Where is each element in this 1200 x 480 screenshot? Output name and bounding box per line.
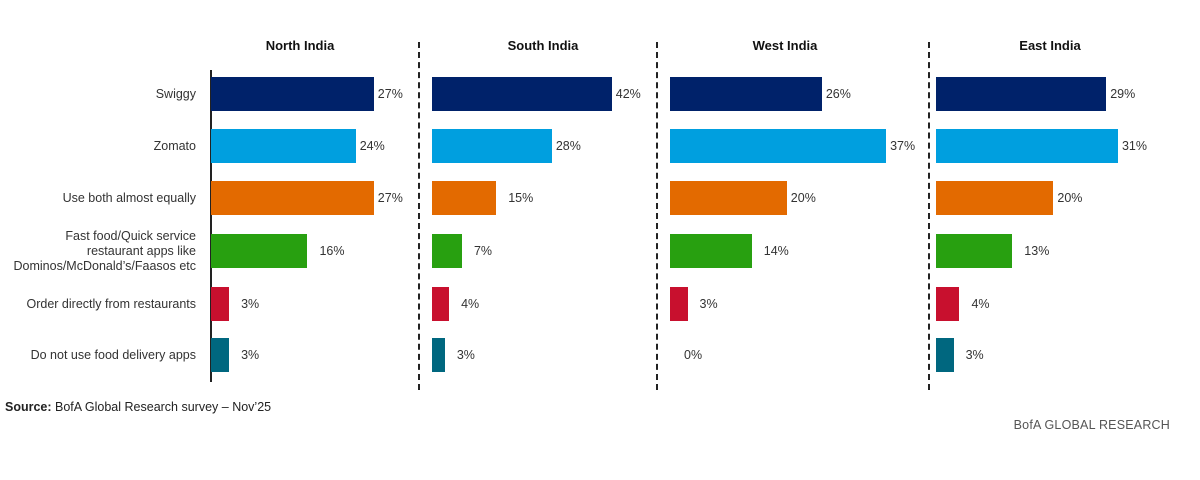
bar-north-india (211, 181, 374, 215)
value-label: 13% (1024, 244, 1050, 258)
bar-north-india (211, 77, 374, 111)
bar-north-india (211, 338, 230, 372)
category-label-line: Swiggy (155, 86, 196, 101)
bar-north-india (211, 234, 308, 268)
panel-title: East India (1019, 38, 1081, 53)
bar-east-india (936, 77, 1107, 111)
bar-south-india (432, 181, 497, 215)
value-label: 31% (1121, 139, 1147, 153)
category-label-line: Do not use food delivery apps (30, 347, 196, 362)
brand-watermark: BofA GLOBAL RESEARCH (1013, 418, 1170, 432)
bar-north-india (211, 129, 356, 163)
bar-south-india (432, 129, 552, 163)
category-label: Zomato (154, 139, 196, 154)
bar-south-india (432, 234, 462, 268)
value-label: 27% (377, 87, 403, 101)
value-label: 0% (684, 348, 703, 362)
panel-divider (928, 42, 930, 390)
panel-title: South India (507, 38, 579, 53)
value-label: 20% (1057, 191, 1083, 205)
bar-west-india (670, 181, 787, 215)
category-label: Use both almost equally (63, 191, 196, 206)
value-label: 27% (377, 191, 403, 205)
panel-title: North India (265, 38, 335, 53)
bar-west-india (670, 129, 887, 163)
value-label: 4% (461, 297, 480, 311)
bar-south-india (432, 287, 450, 321)
category-label-line: Fast food/Quick service (65, 228, 196, 243)
bar-south-india (432, 338, 445, 372)
value-label: 16% (319, 244, 345, 258)
value-label: 3% (965, 348, 984, 362)
value-label: 20% (790, 191, 816, 205)
value-label: 29% (1110, 87, 1136, 101)
bar-south-india (432, 77, 612, 111)
category-label-line: Use both almost equally (62, 190, 196, 205)
value-label: 26% (825, 87, 851, 101)
category-label: Order directly from restaurants (27, 297, 197, 312)
source-note: Source: BofA Global Research survey – No… (5, 400, 271, 414)
bar-east-india (936, 234, 1013, 268)
category-label: Swiggy (156, 87, 196, 102)
bar-west-india (670, 287, 688, 321)
value-label: 15% (508, 191, 534, 205)
value-label: 7% (473, 244, 493, 258)
category-label-line: Order directly from restaurants (26, 296, 197, 311)
value-label: 37% (890, 139, 916, 153)
bar-west-india (670, 234, 752, 268)
category-label-line: Dominos/McDonald’s/Faasos etc (13, 258, 196, 273)
category-label-line: Zomato (153, 138, 196, 153)
panel-title: West India (752, 38, 818, 53)
value-label: 28% (555, 139, 581, 153)
value-label: 3% (241, 348, 260, 362)
bar-north-india (211, 287, 230, 321)
category-label-line: restaurant apps like (86, 243, 196, 258)
panel-divider (656, 42, 658, 390)
bar-east-india (936, 338, 954, 372)
bar-west-india (670, 77, 822, 111)
value-label: 3% (241, 297, 260, 311)
value-label: 14% (763, 244, 789, 258)
panel-divider (418, 42, 420, 390)
bar-east-india (936, 287, 960, 321)
value-label: 4% (971, 297, 990, 311)
y-axis-line (210, 70, 212, 382)
value-label: 3% (456, 348, 475, 362)
category-label: Fast food/Quick service restaurant apps l… (14, 229, 196, 274)
value-label: 24% (359, 139, 385, 153)
category-label: Do not use food delivery apps (31, 348, 196, 363)
source-text: BofA Global Research survey – Nov’25 (51, 400, 272, 414)
value-label: 42% (615, 87, 641, 101)
bar-east-india (936, 129, 1118, 163)
source-label: Source: (5, 400, 52, 414)
bar-east-india (936, 181, 1054, 215)
value-label: 3% (699, 297, 718, 311)
